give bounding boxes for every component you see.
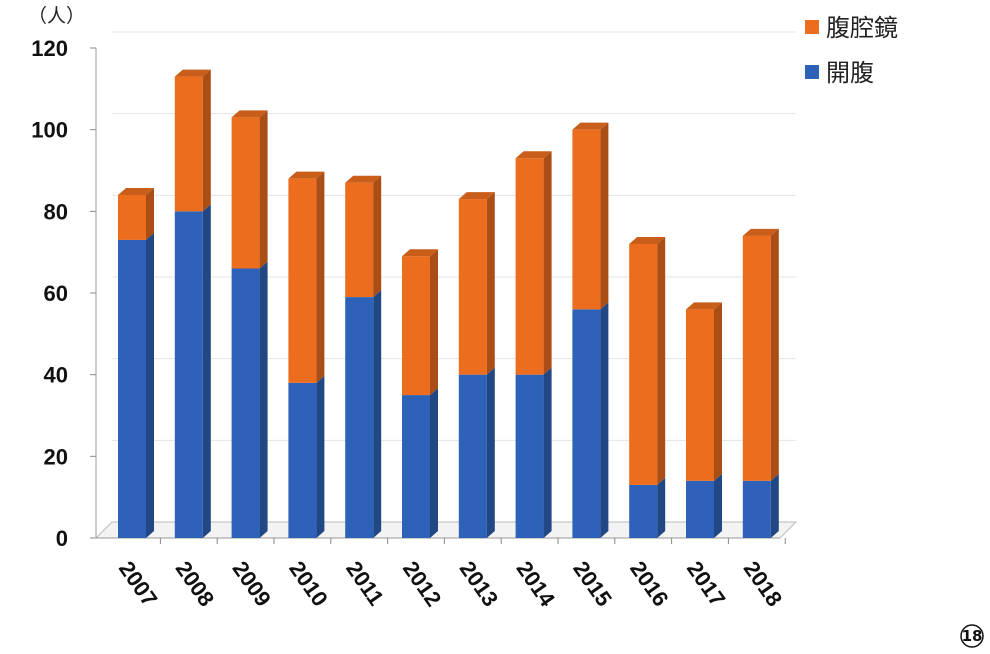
bar-segment [686,309,714,481]
x-tick-label: 2015 [568,557,617,611]
legend-label: 開腹 [826,59,874,87]
bar-segment-side [430,388,438,538]
bar-segment-side [486,192,495,375]
bar-segment-side [259,261,268,538]
bar-segment-side [600,302,609,538]
y-tick-label: 100 [31,118,68,143]
bar-segment-top [402,249,438,257]
bar-segment [345,182,374,298]
bar-segment-top [515,151,552,159]
bar-segment-side [543,367,552,538]
bar-segment [515,158,544,375]
bar-segment [231,268,260,538]
bar-segment [742,480,771,538]
bar-segment [629,484,658,538]
bar-segment-side [600,122,609,310]
bar-segment-side [259,110,268,269]
legend-swatch [805,20,819,34]
bar-segment-top [572,122,609,130]
page-number-text: 18 [962,627,983,645]
bar-segment [742,235,771,481]
bar-segment [515,374,544,538]
bar-segment [231,117,260,269]
page-number-circle [960,624,984,648]
bar-segment-top [288,171,325,179]
bar-segment [402,256,430,396]
bar-segment-side [714,473,722,538]
y-axis-unit-label: （人） [28,5,85,27]
bar-segment-top [231,110,268,118]
bar-segment-side [657,237,666,485]
bar-segment-side [146,232,154,538]
x-tick-label: 2013 [455,557,504,611]
x-tick-label: 2012 [398,557,447,611]
bar-segment [345,297,374,538]
x-tick-label: 2014 [512,557,561,612]
y-tick-label: 60 [44,281,68,306]
bar-segment [629,244,658,485]
bar-segment-side [202,69,211,212]
bar-segment [402,395,430,538]
bar-segment [118,195,146,240]
bar-segment-side [373,175,382,298]
bar-segment [572,129,601,310]
bar-segment-side [316,171,325,383]
bar-segment-side [430,249,438,396]
bar-segment-top [458,192,495,200]
bar-segment [686,480,714,538]
bar-segment-side [316,375,325,538]
bar-segment-top [686,302,722,310]
x-tick-label: 2011 [341,557,389,610]
bar-segment [288,382,317,538]
y-tick-label: 80 [44,199,68,224]
y-tick-label: 20 [44,444,68,469]
x-tick-label: 2018 [739,557,788,611]
bar-segment-side [486,367,495,538]
bar-segment-top [629,237,666,244]
y-tick-label: 40 [44,363,68,388]
bar-segment-side [202,204,211,539]
bar-segment-side [657,477,666,538]
bar-segment [458,374,487,538]
y-tick-label: 0 [56,526,68,551]
bar-segment [288,178,317,383]
bar-segment-side [770,228,779,481]
bar-segment-top [742,228,779,236]
bar-segment [458,199,487,375]
bar-segment-side [543,151,552,375]
bar-segment-side [770,473,779,538]
bar-segment [118,239,146,538]
x-tick-label: 2008 [171,557,220,611]
legend-label: 腹腔鏡 [826,14,898,42]
bar-segment-side [373,290,382,538]
x-tick-label: 2010 [284,557,333,611]
bar-segment-top [174,69,211,77]
axes [90,47,798,544]
bar-segment-top [118,188,154,195]
bar-segment [174,211,203,539]
bar-segment-side [714,302,722,481]
x-tick-label: 2007 [114,557,163,611]
x-tick-label: 2009 [228,557,277,611]
bar-segment-side [146,188,154,240]
page-number-badge: 18 [960,624,984,648]
bars [118,69,779,539]
bar-segment [174,76,203,212]
bar-segment [572,309,601,538]
x-tick-label: 2017 [682,557,731,611]
grid-lines [112,31,796,441]
legend-swatch [805,65,819,79]
bar-segment-top [345,175,382,183]
y-tick-label: 120 [31,36,68,61]
x-tick-label: 2016 [625,557,674,611]
